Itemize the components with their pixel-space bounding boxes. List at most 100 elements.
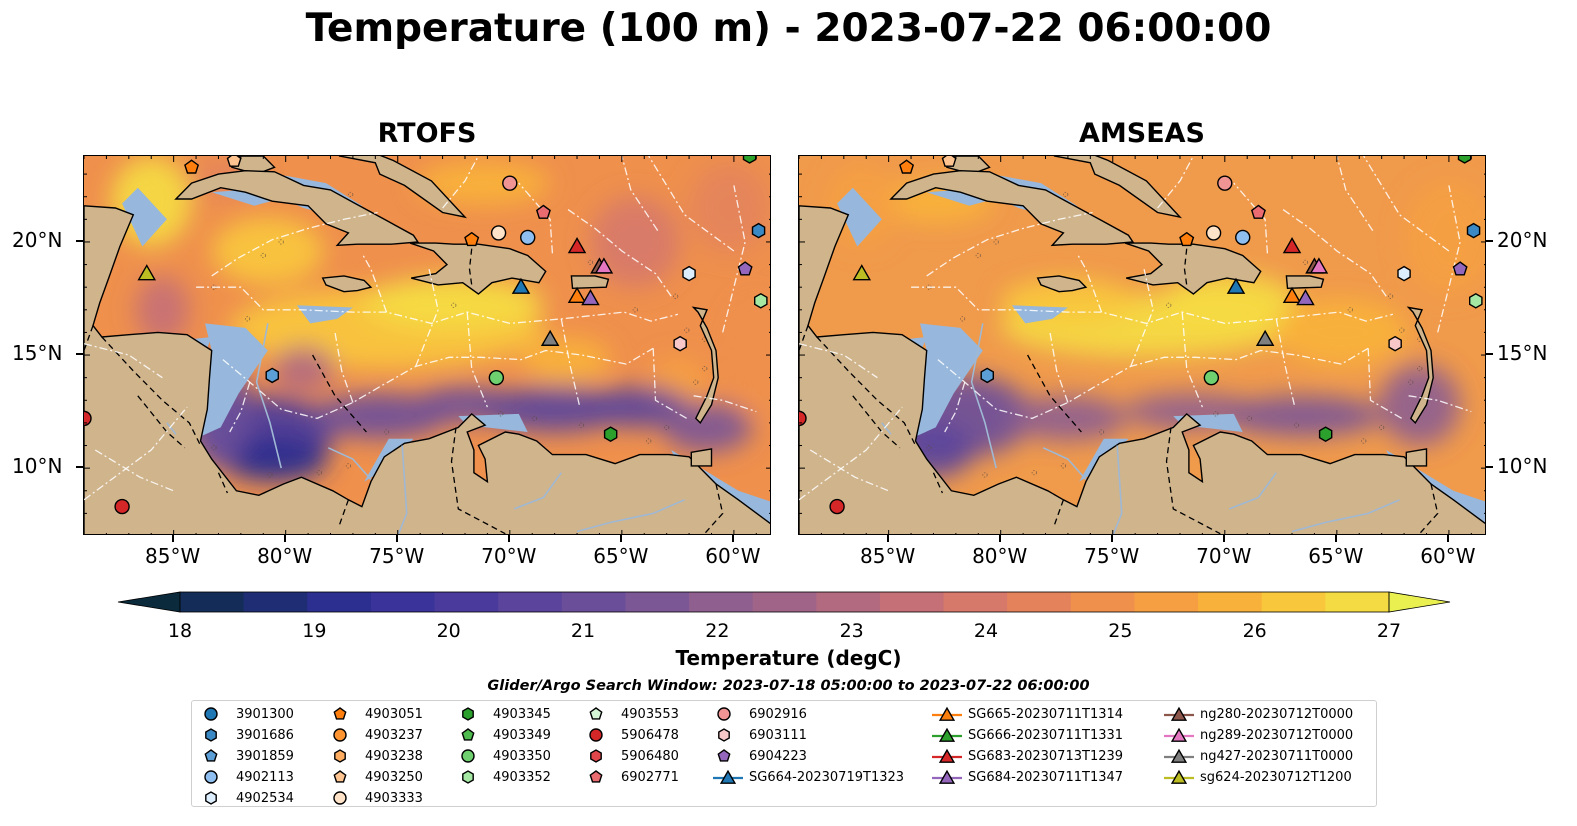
- argo-float-marker[interactable]: [1235, 229, 1251, 246]
- legend-label: SG666-20230711T1331: [968, 727, 1124, 743]
- legend-label: 4903345: [493, 706, 551, 722]
- glider-marker[interactable]: [594, 257, 614, 274]
- argo-float-marker[interactable]: [1452, 261, 1468, 276]
- map-panel-rtofs[interactable]: [83, 155, 771, 535]
- legend-symbol: [932, 746, 962, 766]
- eez-boundary: [1275, 318, 1295, 405]
- bathymetry-contour: [1060, 463, 1067, 469]
- temperature-blob: [727, 298, 770, 412]
- eez-boundary: [1233, 182, 1269, 254]
- eez-boundary: [518, 182, 554, 254]
- argo-float-marker[interactable]: [1469, 292, 1483, 309]
- legend-label: SG664-20230719T1323: [749, 769, 905, 785]
- shallow-shelf: [211, 189, 279, 206]
- argo-float-marker[interactable]: [682, 265, 696, 282]
- legend-label: 4902113: [236, 769, 294, 785]
- legend-entry: 4903333: [329, 788, 423, 808]
- argo-float-marker[interactable]: [226, 156, 242, 167]
- legend-symbol: [713, 704, 743, 724]
- temperature-blob: [135, 275, 190, 344]
- argo-float-marker[interactable]: [737, 261, 753, 276]
- argo-float-marker[interactable]: [941, 156, 957, 167]
- glider-marker[interactable]: [567, 237, 587, 254]
- argo-float-marker[interactable]: [1250, 204, 1266, 219]
- argo-float-marker[interactable]: [114, 498, 130, 515]
- argo-float-marker[interactable]: [1205, 225, 1222, 241]
- argo-float-marker[interactable]: [1466, 222, 1481, 239]
- map-panel-amseas[interactable]: [798, 155, 1486, 535]
- argo-float-marker[interactable]: [502, 175, 518, 191]
- argo-float-marker[interactable]: [1457, 156, 1472, 164]
- eez-boundary: [911, 286, 1394, 325]
- argo-float-marker[interactable]: [799, 410, 807, 427]
- hexagon-marker-icon: [205, 791, 217, 805]
- argo-float-marker[interactable]: [829, 498, 845, 515]
- argo-float-marker[interactable]: [1217, 175, 1233, 191]
- glider-marker[interactable]: [852, 264, 872, 281]
- argo-float-marker[interactable]: [980, 367, 995, 384]
- argo-float-marker[interactable]: [1388, 335, 1402, 352]
- legend-entry: 4903352: [457, 767, 551, 787]
- glider-marker[interactable]: [1282, 286, 1302, 303]
- temperature-blob: [415, 160, 551, 206]
- argo-float-marker[interactable]: [488, 369, 505, 386]
- argo-float-marker[interactable]: [1179, 231, 1195, 247]
- argo-float-marker[interactable]: [673, 335, 687, 352]
- argo-float-marker[interactable]: [184, 159, 200, 174]
- lon-tick-mark: [1334, 535, 1337, 542]
- argo-float-marker[interactable]: [520, 229, 536, 246]
- argo-float-marker[interactable]: [751, 222, 766, 239]
- glider-marker[interactable]: [1296, 289, 1315, 306]
- lat-tick-label: 20°N: [12, 227, 63, 252]
- colorbar-tick-label: 24: [973, 620, 999, 642]
- argo-float-marker[interactable]: [464, 231, 480, 247]
- legend-label: 4903051: [365, 706, 423, 722]
- bathymetry-contour: [664, 424, 670, 431]
- glider-marker[interactable]: [540, 329, 560, 346]
- argo-float-marker[interactable]: [603, 426, 618, 443]
- argo-float-marker[interactable]: [742, 156, 757, 164]
- glider-marker[interactable]: [1282, 237, 1302, 254]
- legend-label: 6902916: [749, 706, 807, 722]
- temperature-blob: [110, 156, 192, 247]
- argo-float-marker[interactable]: [899, 159, 915, 174]
- legend-symbol: [329, 746, 359, 766]
- hexagon-marker-icon: [334, 749, 346, 763]
- circle-marker-icon: [333, 728, 347, 742]
- argo-float-marker[interactable]: [1318, 426, 1333, 443]
- river-line: [397, 445, 408, 534]
- argo-float-marker[interactable]: [265, 367, 280, 384]
- eez-boundary: [84, 406, 188, 501]
- bathymetry-contour: [451, 302, 457, 308]
- legend-label: 4903333: [365, 790, 423, 806]
- argo-float-marker[interactable]: [490, 225, 507, 241]
- glider-marker[interactable]: [1255, 329, 1275, 346]
- legend-symbol: [585, 746, 615, 766]
- eez-boundary: [693, 395, 757, 413]
- legend-entry: 6902916: [713, 704, 807, 724]
- glider-marker[interactable]: [1226, 277, 1246, 294]
- legend-entry: 5906478: [585, 725, 679, 745]
- bathymetry-contour: [1213, 411, 1219, 417]
- argo-float-marker[interactable]: [1397, 265, 1411, 282]
- country-border: [1183, 248, 1188, 285]
- river-line: [970, 323, 997, 469]
- argo-float-marker[interactable]: [754, 292, 768, 309]
- glider-marker[interactable]: [137, 264, 157, 281]
- bathymetry-contour: [1417, 366, 1423, 372]
- legend-label: 4903237: [365, 727, 423, 743]
- country-border: [468, 248, 473, 285]
- lon-tick-mark: [886, 535, 889, 542]
- colorbar-segment: [816, 592, 881, 612]
- legend-label: 5906478: [621, 727, 679, 743]
- glider-marker[interactable]: [511, 277, 531, 294]
- argo-float-marker[interactable]: [84, 410, 92, 427]
- legend-label: ng280-20230712T0000: [1200, 706, 1354, 722]
- argo-float-marker[interactable]: [535, 204, 551, 219]
- glider-marker[interactable]: [581, 289, 600, 306]
- triangle-marker-icon: [938, 727, 956, 742]
- argo-float-marker[interactable]: [1203, 369, 1220, 386]
- glider-marker[interactable]: [567, 286, 587, 303]
- glider-marker[interactable]: [1309, 257, 1329, 274]
- legend-label: 4903553: [621, 706, 679, 722]
